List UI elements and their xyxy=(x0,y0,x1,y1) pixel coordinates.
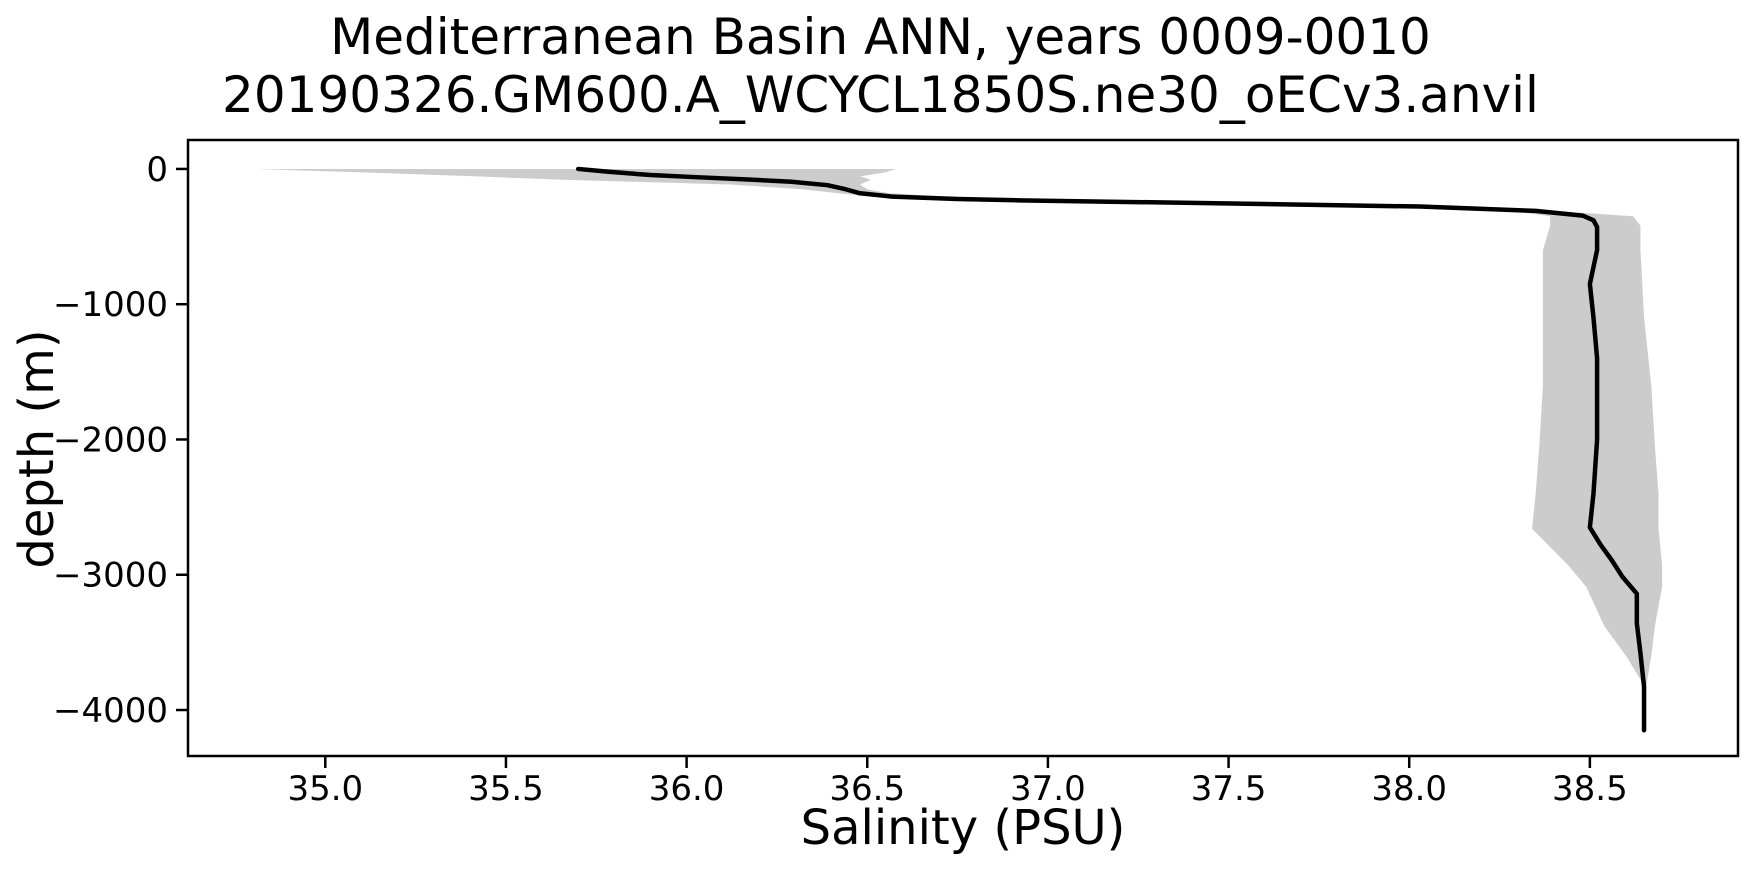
x-axis-label: Salinity (PSU) xyxy=(800,800,1126,856)
chart-title: Mediterranean Basin ANN, years 0009-0010 xyxy=(330,8,1431,66)
y-tick-label: −3000 xyxy=(53,556,168,596)
y-tick-label: −1000 xyxy=(53,285,168,325)
axes-frame xyxy=(186,138,1740,758)
x-tick-label: 35.5 xyxy=(468,769,544,809)
x-tick-label: 36.5 xyxy=(829,769,905,809)
x-tick-label: 38.0 xyxy=(1371,769,1447,809)
y-tick-label: 0 xyxy=(146,150,168,190)
x-tick-label: 35.0 xyxy=(287,769,363,809)
x-tick-label: 37.0 xyxy=(1010,769,1086,809)
x-tick-label: 37.5 xyxy=(1191,769,1267,809)
y-axis-label: depth (m) xyxy=(9,329,65,569)
y-tick-label: −2000 xyxy=(53,420,168,460)
chart-subtitle: 20190326.GM600.A_WCYCL1850S.ne30_oECv3.a… xyxy=(222,66,1539,124)
y-tick-label: −4000 xyxy=(53,691,168,731)
std-band-area xyxy=(256,168,1663,689)
x-tick-label: 36.0 xyxy=(649,769,725,809)
x-tick-label: 38.5 xyxy=(1552,769,1628,809)
mean-profile-line xyxy=(575,166,1647,733)
